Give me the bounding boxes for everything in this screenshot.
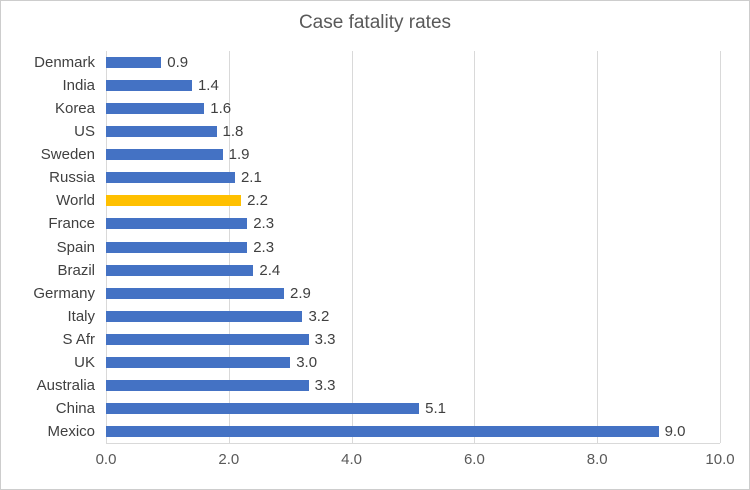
category-label: Denmark xyxy=(34,54,95,72)
category-label: Korea xyxy=(54,100,95,118)
bar xyxy=(106,218,248,230)
chart-title: Case fatality rates xyxy=(298,12,452,33)
bar xyxy=(106,80,192,92)
category-label: US xyxy=(74,123,95,141)
bar xyxy=(106,172,235,184)
value-label: 5.1 xyxy=(425,399,446,417)
value-label: 2.4 xyxy=(259,261,281,279)
value-label: 0.9 xyxy=(167,54,189,72)
value-label: 1.8 xyxy=(222,123,244,141)
bar-row: India 1.4 xyxy=(62,74,720,97)
bar-row: Sweden 1.9 xyxy=(41,143,720,166)
bar-row: Brazil 2.4 xyxy=(57,259,720,282)
gridline xyxy=(720,51,721,443)
category-label: Russia xyxy=(49,169,95,187)
bar xyxy=(106,195,242,207)
value-label: 2.2 xyxy=(247,192,268,210)
bar-row: Korea 1.6 xyxy=(55,97,720,120)
category-label: Brazil xyxy=(57,261,95,279)
value-label: 3.3 xyxy=(314,376,336,394)
bar-row: World 2.2 xyxy=(56,189,720,212)
category-label: World xyxy=(56,192,95,210)
value-label: 1.9 xyxy=(228,146,250,164)
bar-row: UK 3.0 xyxy=(74,351,720,374)
bar-rows-container: Denmark 0.9 India 1.4 Korea 1.6 US 1.8 Sweden 1.9… xyxy=(33,51,720,443)
x-tick-label: 10.0 xyxy=(705,451,735,468)
category-label: UK xyxy=(74,353,95,371)
bar xyxy=(106,356,291,368)
bar xyxy=(106,126,217,138)
bar-row: Denmark 0.9 xyxy=(34,51,720,74)
x-tick-label: 8.0 xyxy=(586,451,608,468)
bar xyxy=(106,149,223,161)
value-label: 2.3 xyxy=(253,238,275,256)
x-axis: 0.0 2.0 4.0 6.0 8.0 10.0 xyxy=(96,451,735,475)
gridline xyxy=(474,51,476,443)
bar-row: Germany 2.9 xyxy=(33,282,720,305)
bar-row: US 1.8 xyxy=(74,120,720,143)
value-label: 1.6 xyxy=(210,100,232,118)
bar xyxy=(106,333,309,345)
bar xyxy=(106,103,205,115)
value-label: 3.3 xyxy=(314,330,336,348)
bar-row: Spain 2.3 xyxy=(57,236,720,259)
gridline xyxy=(597,51,599,443)
category-label: Australia xyxy=(36,376,95,394)
bar-row: China 5.1 xyxy=(56,397,720,420)
x-tick-label: 2.0 xyxy=(218,451,240,468)
bar xyxy=(106,310,303,322)
value-label: 9.0 xyxy=(664,423,686,441)
bar xyxy=(106,402,420,414)
x-tick-label: 0.0 xyxy=(95,451,117,468)
bar xyxy=(106,264,254,276)
bar-row: Russia 2.1 xyxy=(49,166,720,189)
x-tick-label: 6.0 xyxy=(463,451,485,468)
category-label: Spain xyxy=(56,238,95,256)
bar-row: S Afr 3.3 xyxy=(62,328,720,351)
value-label: 2.1 xyxy=(240,169,262,187)
bar-row: Australia 3.3 xyxy=(37,374,720,397)
bar-row: France 2.3 xyxy=(48,212,720,235)
category-label: S Afr xyxy=(62,330,95,348)
bar-row: Italy 3.2 xyxy=(67,305,720,328)
category-label: India xyxy=(62,77,95,95)
bar xyxy=(106,287,285,299)
bar-row: Mexico 9.0 xyxy=(47,420,720,443)
value-label: 3.2 xyxy=(308,307,330,325)
plot-area: Denmark 0.9 India 1.4 Korea 1.6 US 1.8 Sweden 1.9… xyxy=(33,51,721,444)
gridline xyxy=(351,51,353,443)
value-label: 3.0 xyxy=(296,353,318,371)
category-label: Italy xyxy=(67,307,95,325)
x-tick-label: 4.0 xyxy=(341,451,363,468)
value-label: 2.9 xyxy=(290,284,311,302)
bar xyxy=(106,57,162,69)
bar xyxy=(106,241,248,253)
bar xyxy=(106,426,659,438)
category-label: China xyxy=(55,399,95,417)
category-label: Germany xyxy=(33,284,95,302)
category-label: France xyxy=(48,215,95,233)
bar xyxy=(106,379,309,391)
value-label: 2.3 xyxy=(253,215,275,233)
category-label: Mexico xyxy=(47,423,95,441)
category-label: Sweden xyxy=(40,146,95,164)
value-label: 1.4 xyxy=(197,77,219,95)
